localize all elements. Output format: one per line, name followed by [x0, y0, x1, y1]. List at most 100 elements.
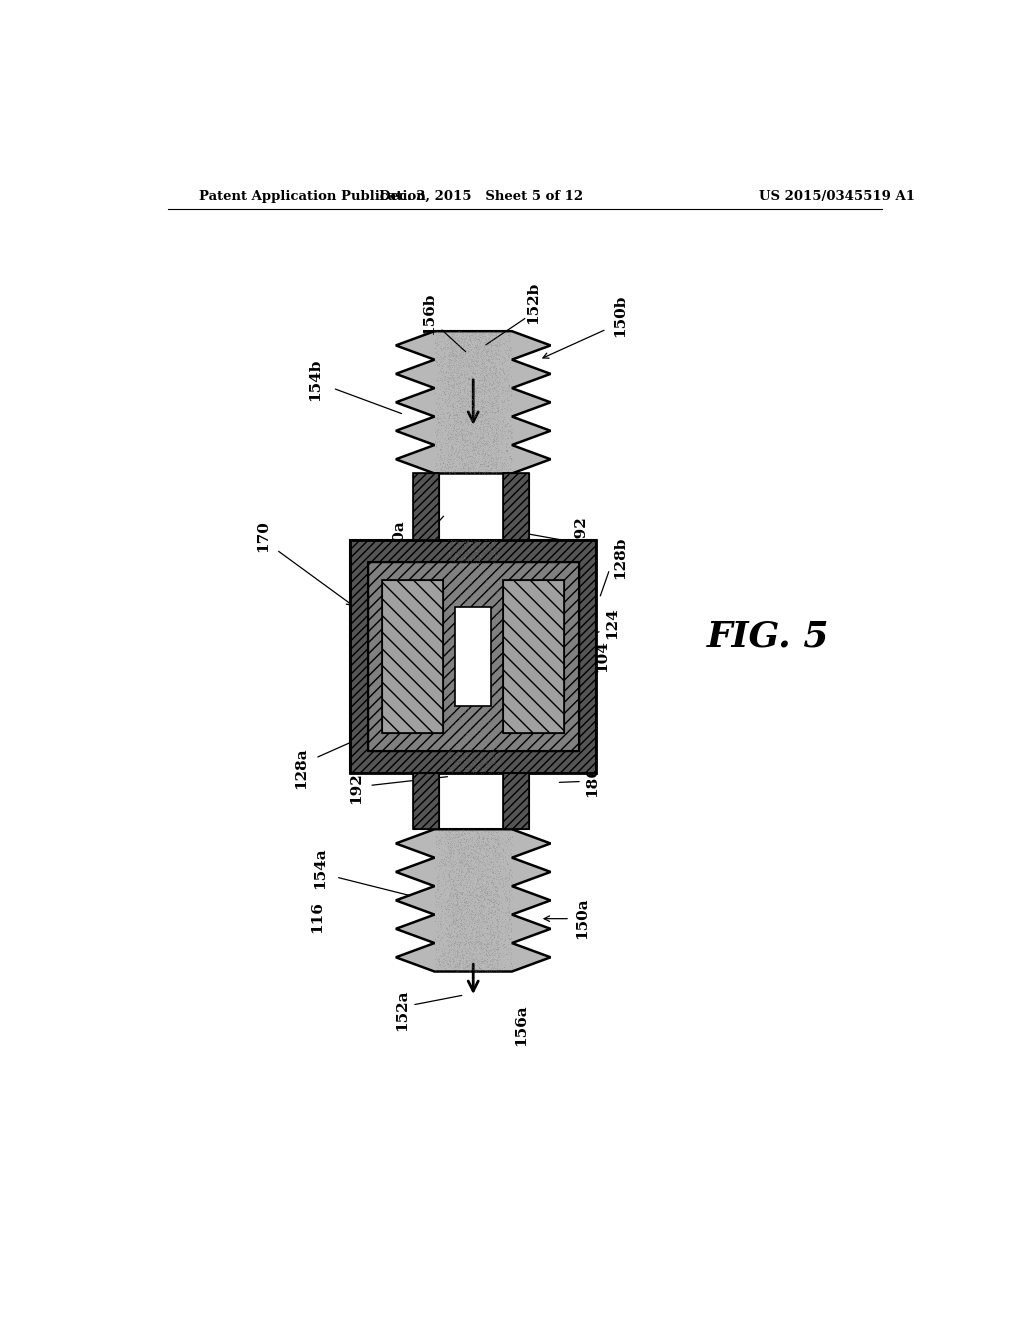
Point — [455, 842, 471, 863]
Point — [438, 337, 455, 358]
Point — [458, 928, 474, 949]
Point — [461, 428, 477, 449]
Point — [489, 909, 506, 931]
Point — [472, 606, 488, 627]
Point — [458, 341, 474, 362]
Point — [478, 582, 495, 603]
Point — [444, 437, 461, 458]
Point — [488, 343, 505, 364]
Point — [455, 590, 471, 611]
Point — [450, 830, 466, 851]
Point — [427, 960, 443, 981]
Point — [492, 865, 508, 886]
Point — [433, 833, 450, 854]
Point — [459, 861, 475, 882]
Point — [485, 853, 502, 874]
Point — [446, 330, 463, 351]
Point — [486, 935, 503, 956]
Point — [489, 822, 506, 843]
Point — [460, 688, 476, 709]
Point — [483, 352, 500, 374]
Point — [453, 597, 469, 618]
Point — [451, 825, 467, 846]
Point — [459, 388, 475, 409]
Point — [479, 601, 496, 622]
Point — [498, 401, 514, 422]
Point — [496, 351, 512, 372]
Point — [445, 946, 462, 968]
Point — [463, 529, 479, 550]
Point — [458, 341, 474, 362]
Point — [450, 327, 466, 348]
Point — [434, 954, 451, 975]
Point — [455, 457, 471, 478]
Point — [442, 569, 459, 590]
Point — [482, 381, 499, 403]
Point — [474, 442, 490, 463]
Point — [444, 698, 461, 719]
Point — [482, 873, 499, 894]
Point — [500, 428, 516, 449]
Point — [459, 841, 475, 862]
Point — [477, 643, 494, 664]
Point — [478, 906, 495, 927]
Point — [461, 622, 477, 643]
Point — [427, 430, 443, 451]
Point — [473, 722, 489, 743]
Point — [476, 351, 493, 372]
Point — [468, 343, 484, 364]
Point — [452, 437, 468, 458]
Point — [490, 949, 507, 970]
Point — [469, 381, 485, 403]
Point — [503, 842, 519, 863]
Point — [486, 845, 503, 866]
Point — [484, 371, 501, 392]
Point — [431, 952, 447, 973]
Point — [472, 902, 488, 923]
Point — [483, 871, 500, 892]
Point — [428, 939, 444, 960]
Point — [440, 591, 457, 612]
Point — [467, 928, 483, 949]
Point — [502, 457, 518, 478]
Point — [470, 869, 486, 890]
Point — [501, 437, 517, 458]
Point — [442, 886, 459, 907]
Point — [459, 411, 475, 432]
Point — [471, 950, 487, 972]
Point — [502, 890, 518, 911]
Point — [481, 751, 498, 772]
Point — [431, 833, 447, 854]
Point — [465, 944, 481, 965]
Point — [481, 411, 498, 432]
Point — [455, 334, 471, 355]
Point — [482, 441, 499, 462]
Point — [488, 711, 505, 733]
Point — [476, 606, 493, 627]
Point — [484, 430, 501, 451]
Point — [487, 457, 504, 478]
Point — [454, 379, 470, 400]
Point — [489, 638, 506, 659]
Point — [449, 562, 465, 583]
Point — [478, 845, 495, 866]
Point — [440, 656, 457, 677]
Point — [496, 841, 512, 862]
Point — [471, 418, 487, 440]
Point — [480, 954, 497, 975]
Point — [440, 950, 457, 972]
Point — [472, 602, 488, 623]
Point — [439, 356, 456, 378]
Point — [477, 942, 494, 964]
Point — [473, 677, 489, 698]
Point — [473, 950, 489, 972]
Point — [444, 830, 461, 851]
Point — [461, 541, 477, 562]
Point — [441, 379, 458, 400]
Point — [478, 432, 495, 453]
Point — [436, 446, 453, 467]
Point — [485, 347, 502, 368]
Point — [476, 338, 493, 359]
Point — [439, 718, 456, 739]
Point — [496, 957, 512, 978]
